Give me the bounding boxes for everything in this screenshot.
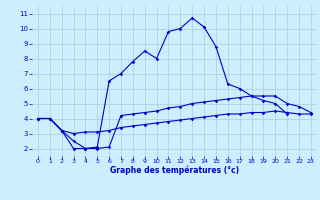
X-axis label: Graphe des températures (°c): Graphe des températures (°c) <box>110 166 239 175</box>
